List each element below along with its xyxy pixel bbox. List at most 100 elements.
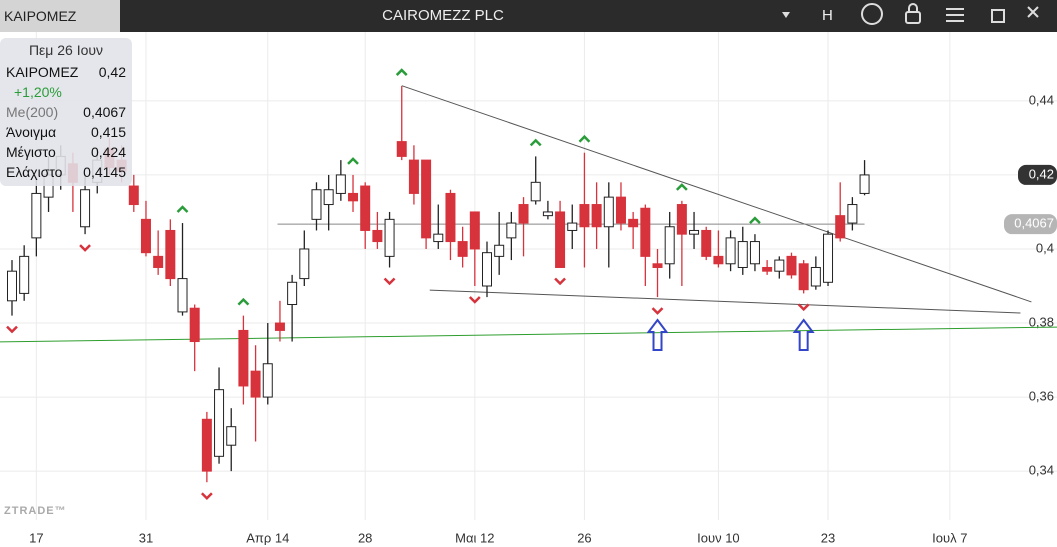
sell-signal	[797, 303, 810, 312]
candle-body	[372, 229, 383, 243]
x-tick-label: 17	[29, 530, 43, 545]
y-tick-label: 0,38	[1029, 314, 1054, 329]
info-box: Πεμ 26 Ιουν ΚΑΙΡΟΜΕΖ 0,42 +1,20% Me(200) 0,4…	[0, 38, 132, 186]
candle-body	[433, 233, 444, 243]
candle-body	[348, 192, 359, 202]
buy-signal	[749, 216, 761, 225]
sell-signal	[468, 296, 481, 304]
buy-signal	[237, 297, 250, 306]
toolbar-icons	[782, 3, 1039, 25]
candle-body	[603, 196, 614, 228]
candle-body	[396, 141, 407, 157]
candle-body	[798, 263, 809, 291]
close-icon[interactable]	[1027, 6, 1039, 18]
info-value: 0,42	[98, 64, 126, 80]
candle-body	[140, 218, 151, 254]
info-row: ΚΑΙΡΟΜΕΖ 0,42	[6, 64, 128, 84]
buy-signal	[395, 68, 408, 76]
candle-body	[713, 255, 724, 265]
candle-body	[664, 226, 675, 265]
candle-body	[299, 248, 310, 280]
candle-body	[262, 363, 273, 398]
sell-signal	[554, 277, 566, 286]
candle-body	[189, 307, 200, 343]
sell-signal	[383, 277, 396, 286]
buy-signal	[529, 138, 542, 147]
x-tick-label: 23	[821, 530, 835, 545]
x-tick-label: Ιουν 10	[697, 530, 740, 545]
trend-line	[429, 289, 1021, 314]
candle-body	[19, 255, 30, 294]
candle-body	[360, 185, 371, 231]
chart-title: CAIROMEZZ PLC	[382, 7, 504, 24]
candle-body	[506, 222, 517, 239]
candle-body	[847, 204, 858, 224]
info-value: 0,4067	[83, 104, 126, 120]
candle-body	[676, 204, 687, 235]
watermark: ZTRADE™	[4, 505, 67, 517]
candle-body	[128, 185, 139, 206]
candle-body	[823, 233, 834, 283]
sell-signal	[79, 244, 91, 252]
candle-body	[555, 211, 566, 268]
candle-body	[408, 159, 419, 194]
trend-line	[401, 85, 1032, 303]
trend-line	[0, 326, 1057, 343]
candle-body	[165, 229, 176, 280]
price-tag	[1018, 164, 1057, 185]
info-row: Μέγιστο 0,424	[6, 144, 128, 164]
h-button[interactable]: H	[822, 7, 833, 24]
candle-body	[214, 389, 225, 457]
info-row: +1,20%	[6, 84, 128, 104]
buy-signal	[675, 183, 688, 191]
lock-icon[interactable]	[905, 11, 921, 24]
x-tick-label: Μαι 12	[455, 530, 494, 545]
candle-body	[628, 218, 639, 228]
candle-body	[311, 189, 322, 220]
candle-body	[725, 237, 736, 265]
info-label: ΚΑΙΡΟΜΕΖ	[6, 64, 79, 80]
info-row: Ελάχιστο 0,4145	[6, 164, 128, 184]
candle-body	[494, 244, 505, 257]
sell-signal	[200, 492, 213, 501]
candle-body	[579, 204, 590, 228]
candle-body	[762, 266, 773, 272]
candle-body	[810, 266, 821, 287]
info-row: Me(200) 0,4067	[6, 104, 128, 124]
dropdown-icon[interactable]	[782, 12, 790, 18]
candle-body	[737, 241, 748, 268]
menu-icon[interactable]	[946, 8, 964, 22]
x-tick-label: 26	[577, 530, 591, 545]
info-label: Άνοιγμα	[6, 124, 57, 140]
candle-body	[153, 255, 164, 268]
symbol-tab[interactable]: ΚΑΙΡΟΜΕΖ	[0, 0, 120, 32]
info-value: 0,4145	[83, 164, 126, 180]
candle-body	[652, 263, 663, 268]
info-label: +1,20%	[14, 84, 62, 100]
candle-body	[859, 174, 870, 194]
candle-body	[445, 192, 456, 243]
candle-body	[31, 192, 42, 239]
candle-body	[615, 196, 626, 224]
buy-signal	[578, 134, 591, 143]
price-tag-label: 0,42	[1029, 166, 1054, 181]
candle-body	[323, 189, 334, 206]
price-tag-label: 0,4067	[1014, 216, 1054, 231]
x-tick-label: 28	[358, 530, 372, 545]
quote-icon[interactable]	[861, 3, 883, 25]
sell-signal	[6, 325, 18, 334]
candle-body	[6, 270, 17, 302]
x-tick-label: 31	[139, 530, 153, 545]
window-icon[interactable]	[991, 9, 1005, 23]
buy-signal	[176, 205, 189, 213]
info-date: Πεμ 26 Ιουν	[28, 42, 104, 58]
candle-body	[542, 211, 553, 217]
info-row: Άνοιγμα 0,415	[6, 124, 128, 144]
candle-body	[201, 418, 212, 472]
info-value: 0,415	[90, 124, 126, 140]
candle-body	[689, 229, 700, 235]
candle-body	[274, 322, 285, 331]
candle-body	[774, 259, 785, 272]
x-tick-label: Ιουλ 7	[932, 530, 967, 545]
